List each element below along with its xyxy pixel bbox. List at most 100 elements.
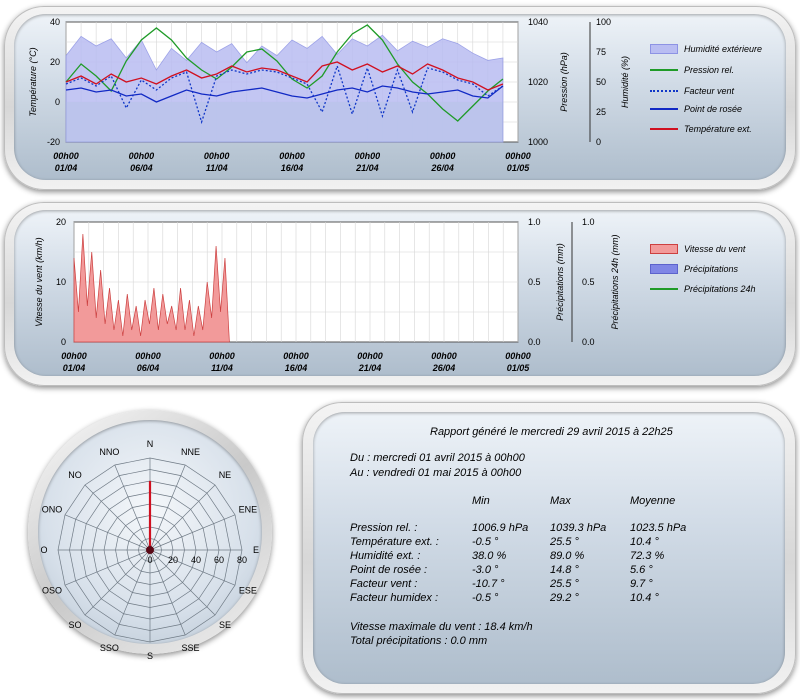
y-tick-precip24: 0.0	[582, 337, 595, 347]
rose-spoke	[149, 484, 216, 551]
report-panel	[302, 402, 796, 694]
x-tick-date: 21/04	[355, 163, 379, 173]
legend-line-temperature	[650, 128, 678, 130]
report-row-label: Facteur vent :	[350, 578, 418, 590]
x-tick-time: 00h00	[505, 151, 531, 161]
x-tick-date: 26/04	[430, 163, 454, 173]
rose-spoke	[84, 549, 151, 616]
legend-line-windchill	[650, 90, 678, 92]
rose-spoke	[149, 549, 236, 586]
y-tick-precip: 0.5	[528, 277, 541, 287]
rose-direction-label: NNO	[99, 447, 119, 457]
wind-precipitation-chart: 20 10 0 1.0 0.5 0.0 1.0 0.5 0.0 Vitesse du vent (…	[34, 217, 620, 373]
y-axis-title-humidity: Humidité (%)	[620, 56, 630, 108]
report-row-label: Humidité ext. :	[350, 550, 421, 562]
rose-direction-label: NNE	[181, 447, 200, 457]
report-row-label: Facteur humidex :	[350, 592, 439, 604]
rose-spoke	[64, 514, 151, 551]
y-axis-title-wind: Vitesse du vent (km/h)	[34, 237, 44, 326]
y-tick-humidity: 75	[596, 47, 606, 57]
y-tick-humidity: 50	[596, 77, 606, 87]
x-tick-date: 06/04	[130, 163, 153, 173]
legend-line-pressure	[650, 69, 678, 71]
rose-direction-label: ONO	[42, 504, 63, 514]
x-tick-time: 00h00	[357, 351, 383, 361]
report-period-from: Du : mercredi 01 avril 2015 à 00h00	[350, 452, 525, 464]
y-axis-title-precip24: Précipitations 24h (mm)	[610, 234, 620, 329]
y-tick-wind: 20	[56, 217, 66, 227]
x-tick-time: 00h00	[355, 151, 381, 161]
temperature-pressure-chart: 40 20 0 -20 1040 1020 1000 100 75 50 25 0 Températur…	[28, 17, 630, 173]
y-tick-humidity: 0	[596, 137, 601, 147]
legend-line-precip24	[650, 288, 678, 290]
rose-spoke	[149, 549, 216, 616]
x-tick-time: 00h00	[283, 351, 309, 361]
report-row-max: 29.2 °	[550, 592, 579, 604]
report-row-avg: 5.6 °	[630, 564, 653, 576]
y-tick-humidity: 25	[596, 107, 606, 117]
legend-swatch-humidity	[650, 44, 678, 54]
x-tick-time: 00h00	[61, 351, 87, 361]
legend-line-dewpoint	[650, 108, 678, 110]
report-row-max: 14.8 °	[550, 564, 579, 576]
rose-spoke	[149, 514, 236, 551]
report-row-min: -0.5 °	[472, 536, 499, 548]
x-tick-time: 00h00	[53, 151, 79, 161]
rose-direction-label: NO	[68, 470, 82, 480]
rose-direction-label: N	[147, 439, 154, 449]
report-row-min: -0.5 °	[472, 592, 499, 604]
rose-direction-label: SO	[69, 620, 82, 630]
legend-item-precip24: Précipitations 24h	[650, 284, 756, 294]
series-temperature-line	[65, 61, 504, 91]
y-tick-pressure: 1040	[528, 17, 548, 27]
legend-label-windchill: Facteur vent	[684, 86, 735, 96]
legend-item-precip: Précipitations	[650, 264, 738, 274]
x-tick-date: 01/05	[507, 163, 531, 173]
report-row-avg: 72.3 %	[630, 550, 665, 562]
x-tick-date: 21/04	[358, 363, 382, 373]
legend-item-temperature: Température ext.	[650, 124, 752, 134]
report-row-avg: 10.4 °	[630, 536, 659, 548]
x-tick-time: 00h00	[135, 351, 161, 361]
legend-swatch-precip	[650, 264, 678, 274]
report-row-max: 89.0 %	[550, 550, 585, 562]
y-tick-temperature: 0	[55, 97, 60, 107]
x-tick-time: 00h00	[279, 151, 305, 161]
report-max-wind: Vitesse maximale du vent : 18.4 km/h	[350, 621, 533, 633]
rose-direction-label: S	[147, 651, 153, 661]
report-row-min: -10.7 °	[472, 578, 505, 590]
legend-label-pressure: Pression rel.	[684, 65, 735, 75]
x-tick-date: 01/04	[63, 363, 86, 373]
report-row-max: 25.5 °	[550, 536, 579, 548]
y-tick-temperature: 40	[50, 17, 60, 27]
x-tick-date: 11/04	[206, 163, 228, 173]
x-tick-time: 00h00	[431, 351, 457, 361]
report-header-max: Max	[550, 495, 571, 507]
report-row-min: 38.0 %	[472, 550, 507, 562]
x-tick-time: 00h00	[129, 151, 155, 161]
y-tick-wind: 0	[61, 337, 66, 347]
rose-direction-label: SSO	[100, 643, 119, 653]
rose-direction-label: O	[40, 545, 47, 555]
series-pressure-line	[65, 24, 504, 122]
report-row-avg: 9.7 °	[630, 578, 653, 590]
report-title: Rapport généré le mercredi 29 avril 2015…	[430, 426, 673, 438]
legend-label-precip: Précipitations	[684, 264, 739, 274]
legend-label-humidity: Humidité extérieure	[684, 44, 763, 54]
rose-radial-tick: 0	[147, 555, 152, 565]
rose-center-dot	[146, 546, 154, 554]
y-tick-temperature: 20	[50, 57, 60, 67]
report-period-to: Au : vendredi 01 mai 2015 à 00h00	[350, 467, 522, 479]
y-tick-precip: 1.0	[528, 217, 541, 227]
y-tick-humidity: 100	[596, 17, 611, 27]
report-total-precip: Total précipitations : 0.0 mm	[350, 635, 488, 647]
x-tick-date: 11/04	[211, 363, 233, 373]
rose-spoke	[84, 484, 151, 551]
y-tick-pressure: 1000	[528, 137, 548, 147]
rose-radial-tick: 20	[168, 555, 178, 565]
rose-direction-label: E	[253, 545, 259, 555]
report-panel-inner	[313, 412, 785, 684]
legend-item-windchill: Facteur vent	[650, 86, 734, 96]
x-tick-time: 00h00	[430, 151, 456, 161]
series-dewpoint-line	[65, 85, 504, 103]
